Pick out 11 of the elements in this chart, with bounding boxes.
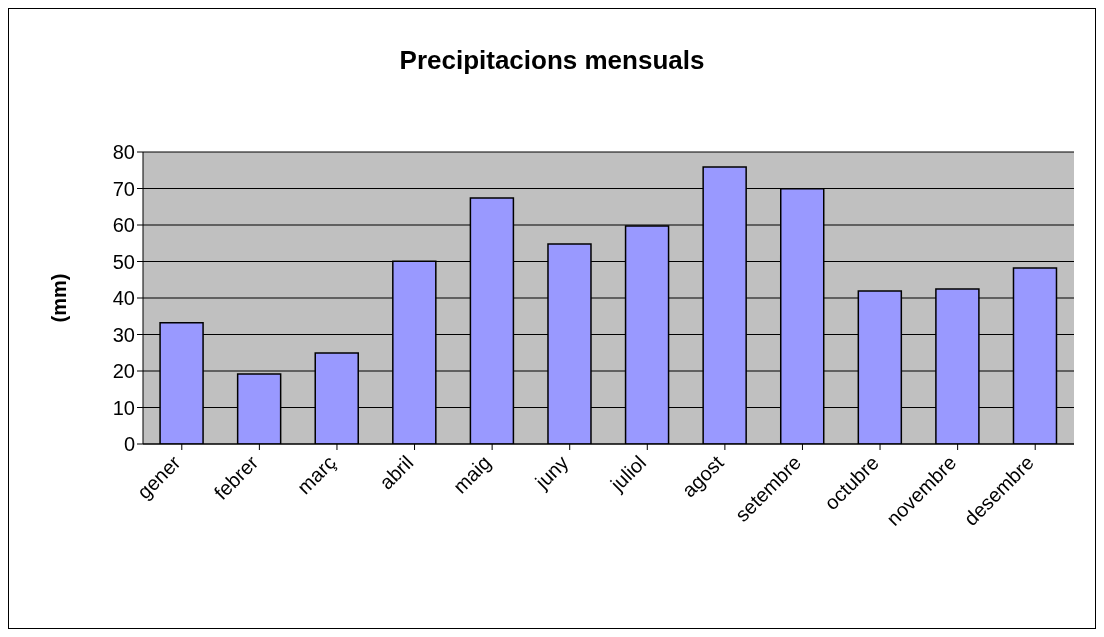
y-tick-label: 0	[123, 433, 135, 456]
y-tick-label: 40	[112, 287, 135, 310]
chart-title: Precipitacions mensuals	[398, 45, 706, 76]
y-tick-label: 60	[112, 214, 135, 237]
y-axis-title: (mm)	[48, 273, 71, 323]
y-tick-label: 20	[112, 360, 135, 383]
y-tick-label: 80	[112, 141, 135, 164]
y-tick-label: 50	[112, 250, 135, 273]
y-tick-label: 30	[112, 323, 135, 346]
y-tick-label: 70	[112, 177, 135, 200]
y-tick-label: 10	[112, 396, 135, 419]
